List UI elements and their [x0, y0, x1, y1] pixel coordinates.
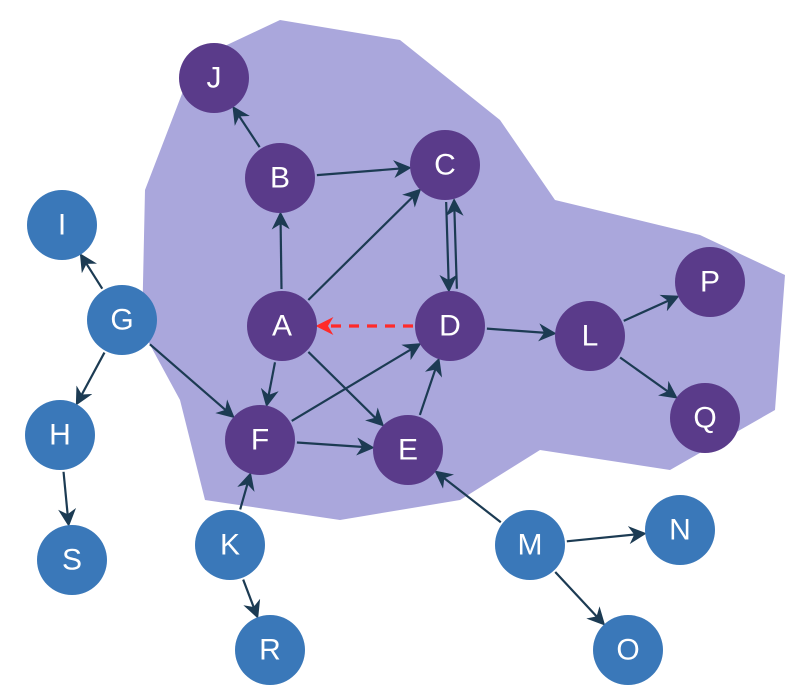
node-K: K	[195, 510, 265, 580]
node-C: C	[410, 130, 480, 200]
node-label-R: R	[259, 634, 281, 667]
node-label-H: H	[49, 419, 71, 452]
node-label-F: F	[251, 424, 269, 457]
edge-M-N	[567, 534, 643, 542]
node-label-M: M	[518, 529, 543, 562]
node-B: B	[245, 143, 315, 213]
node-Q: Q	[670, 383, 740, 453]
node-label-K: K	[220, 529, 240, 562]
node-label-L: L	[582, 320, 599, 353]
node-label-J: J	[207, 62, 222, 95]
node-J: J	[179, 43, 249, 113]
node-R: R	[235, 615, 305, 685]
node-label-N: N	[669, 514, 691, 547]
node-label-A: A	[272, 310, 292, 343]
node-N: N	[645, 495, 715, 565]
node-label-S: S	[62, 544, 82, 577]
node-D: D	[415, 291, 485, 361]
node-label-O: O	[616, 634, 639, 667]
node-P: P	[675, 247, 745, 317]
node-O: O	[593, 615, 663, 685]
node-label-D: D	[439, 310, 461, 343]
edge-G-I	[82, 256, 102, 288]
node-H: H	[25, 400, 95, 470]
node-G: G	[87, 285, 157, 355]
node-F: F	[225, 405, 295, 475]
edge-M-O	[555, 572, 603, 623]
node-label-C: C	[434, 149, 456, 182]
node-E: E	[373, 415, 443, 485]
node-label-E: E	[398, 434, 418, 467]
node-A: A	[247, 291, 317, 361]
node-I: I	[27, 190, 97, 260]
node-label-G: G	[110, 304, 133, 337]
node-M: M	[495, 510, 565, 580]
node-label-Q: Q	[693, 402, 716, 435]
edge-A-B	[280, 215, 281, 289]
edge-G-H	[78, 353, 105, 403]
edge-H-S	[64, 472, 69, 523]
node-label-B: B	[270, 162, 290, 195]
node-label-P: P	[700, 266, 720, 299]
node-S: S	[37, 525, 107, 595]
node-label-I: I	[58, 209, 66, 242]
node-L: L	[555, 301, 625, 371]
edge-K-R	[243, 580, 257, 616]
network-diagram: J B C A D L P Q F E I G H S K R M N O	[0, 0, 800, 696]
